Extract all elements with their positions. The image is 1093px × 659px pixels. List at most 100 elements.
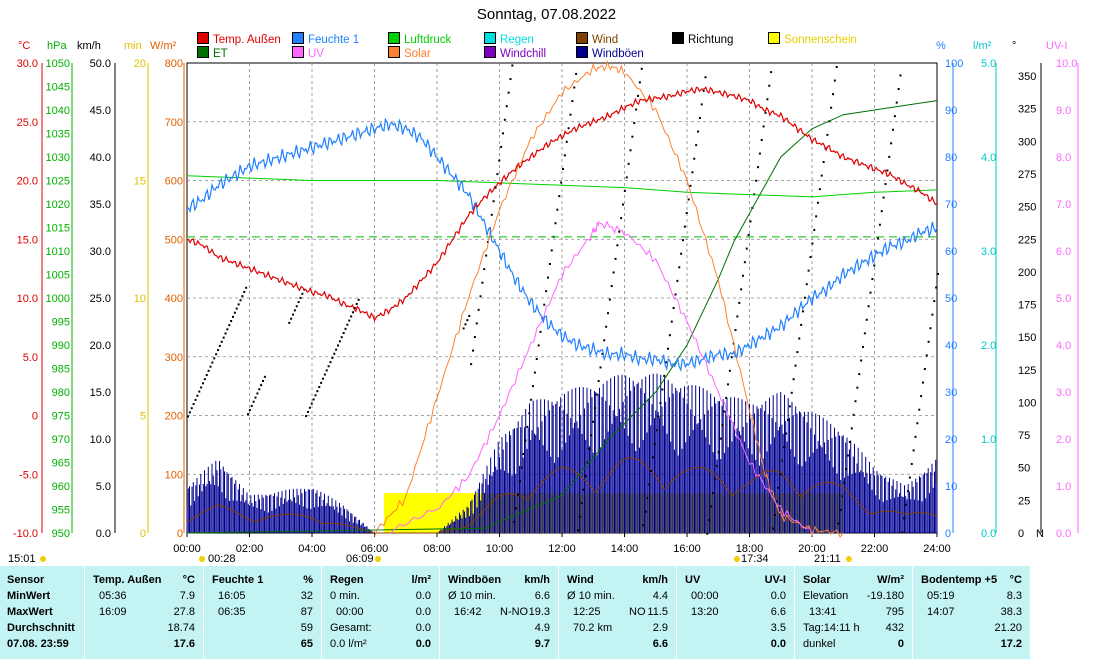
tick-label-solar: 600	[165, 176, 183, 188]
direction-dot	[781, 459, 784, 462]
tick-label-rain: 4.0	[981, 152, 996, 164]
stat-time: 16:05	[218, 590, 246, 602]
direction-dot	[614, 257, 617, 260]
legend-item: Regen	[484, 32, 534, 46]
direction-dot	[490, 213, 493, 216]
tick-label-temp: 5.0	[23, 352, 38, 364]
axis-unit-temp: °C	[18, 40, 31, 52]
direction-dot	[802, 310, 804, 313]
series-humidity	[186, 117, 938, 373]
direction-dot	[832, 93, 834, 96]
direction-dot	[833, 79, 836, 82]
direction-dot	[878, 223, 881, 226]
direction-dot	[695, 144, 698, 147]
direction-dot	[854, 400, 857, 403]
direction-dot	[794, 364, 797, 367]
direction-dot	[758, 152, 761, 155]
stat-current: 65	[300, 638, 313, 650]
tick-label-sunshine: 20	[134, 58, 146, 70]
stat-value: 27.8	[173, 606, 195, 618]
direction-dot	[562, 167, 564, 170]
direction-dot	[220, 340, 223, 343]
direction-dot	[571, 100, 574, 103]
tick-label-uv: 1.0	[1056, 481, 1071, 493]
legend-swatch	[768, 32, 780, 44]
direction-dot	[668, 334, 671, 337]
stat-current: 17.6	[173, 638, 195, 650]
tick-label-pressure: 1030	[46, 152, 70, 164]
direction-dot	[209, 365, 212, 368]
direction-dot	[818, 188, 821, 191]
direction-dot	[350, 315, 353, 318]
direction-dot	[622, 203, 624, 206]
tick-label-direction: 325	[1018, 104, 1036, 116]
direction-dot	[258, 388, 261, 391]
direction-dot	[667, 347, 669, 350]
direction-dot	[248, 409, 251, 412]
direction-dot	[897, 88, 900, 91]
tick-label-direction: 0	[1018, 528, 1024, 540]
tick-label-humidity: 100	[945, 58, 963, 70]
tick-label-direction: 300	[1018, 136, 1036, 148]
direction-dot	[893, 115, 896, 118]
stat-value: 795	[885, 606, 904, 618]
direction-dot	[535, 358, 538, 361]
tick-label-solar: 200	[165, 411, 183, 423]
direction-dot	[933, 300, 936, 303]
direction-dot	[513, 520, 516, 523]
direction-dot	[790, 391, 793, 394]
tick-label-uv: 6.0	[1056, 246, 1071, 258]
direction-dot	[740, 288, 743, 291]
tick-label-time: 02:00	[236, 543, 264, 555]
tick-label-pressure: 1000	[46, 293, 70, 305]
stat-value: 87	[300, 606, 313, 618]
stat-label: Elevation	[803, 590, 849, 602]
series-et	[186, 100, 938, 534]
tick-label-pressure: 985	[52, 364, 70, 376]
direction-dot	[805, 283, 808, 286]
stat-unit: km/h	[642, 574, 668, 586]
direction-dot	[803, 296, 806, 299]
direction-dot	[507, 91, 510, 94]
legend-swatch	[484, 46, 496, 58]
direction-dot	[333, 352, 336, 355]
direction-dot	[652, 456, 654, 459]
direction-dot	[627, 162, 630, 165]
direction-dot	[470, 363, 473, 366]
direction-dot	[250, 404, 253, 407]
direction-dot	[815, 215, 818, 218]
direction-dot	[871, 278, 874, 281]
series-wind	[186, 457, 938, 534]
direction-dot	[554, 222, 557, 225]
direction-dot	[543, 303, 546, 306]
direction-dot	[577, 529, 579, 532]
direction-dot	[192, 403, 195, 406]
tick-label-uv: 8.0	[1056, 152, 1071, 164]
direction-dot	[247, 413, 249, 416]
direction-dot	[310, 402, 313, 405]
tick-label-direction: 350	[1018, 71, 1036, 83]
direction-dot	[308, 406, 311, 409]
direction-dot	[198, 390, 201, 393]
legend-item: ET	[197, 46, 228, 60]
direction-dot	[299, 296, 302, 299]
tick-label-rain: 2.0	[981, 340, 996, 352]
direction-dot	[295, 305, 298, 308]
direction-dot	[500, 145, 503, 148]
direction-dot	[601, 352, 604, 355]
direction-dot	[307, 410, 309, 413]
direction-dot	[860, 359, 863, 362]
tick-label-wind: 5.0	[96, 481, 111, 493]
direction-dot	[599, 366, 602, 369]
direction-dot	[770, 71, 773, 74]
direction-dot	[635, 108, 638, 111]
direction-dot	[841, 495, 844, 498]
direction-dot	[672, 307, 675, 310]
legend-label: UV	[308, 48, 324, 60]
direction-dot	[595, 393, 598, 396]
stat-time: 16:09	[99, 606, 127, 618]
tick-label-solar: 800	[165, 58, 183, 70]
direction-dot	[241, 295, 244, 298]
direction-dot	[190, 407, 193, 410]
